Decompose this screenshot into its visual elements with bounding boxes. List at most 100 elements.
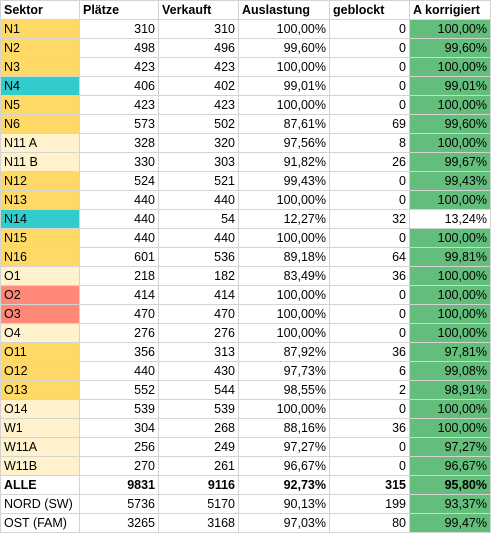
cell-a-korrigiert[interactable]: 100,00% bbox=[409, 190, 491, 210]
cell-sektor[interactable]: W11B bbox=[0, 456, 80, 476]
cell-plaetze[interactable]: 498 bbox=[79, 38, 159, 58]
cell-auslastung[interactable]: 100,00% bbox=[238, 399, 330, 419]
cell-verkauft[interactable]: 423 bbox=[158, 57, 239, 77]
cell-geblockt[interactable]: 36 bbox=[329, 342, 410, 362]
cell-geblockt[interactable]: 69 bbox=[329, 114, 410, 134]
cell-plaetze[interactable]: 270 bbox=[79, 456, 159, 476]
cell-auslastung[interactable]: 100,00% bbox=[238, 285, 330, 305]
cell-a-korrigiert[interactable]: 100,00% bbox=[409, 19, 491, 39]
cell-auslastung[interactable]: 100,00% bbox=[238, 190, 330, 210]
cell-verkauft[interactable]: 3168 bbox=[158, 513, 239, 533]
cell-geblockt[interactable]: 0 bbox=[329, 228, 410, 248]
cell-sektor[interactable]: W11A bbox=[0, 437, 80, 457]
cell-a-korrigiert[interactable]: 100,00% bbox=[409, 418, 491, 438]
cell-auslastung[interactable]: 100,00% bbox=[238, 57, 330, 77]
cell-verkauft[interactable]: 303 bbox=[158, 152, 239, 172]
cell-verkauft[interactable]: 423 bbox=[158, 95, 239, 115]
cell-plaetze[interactable]: 9831 bbox=[79, 475, 159, 495]
cell-sektor[interactable]: N13 bbox=[0, 190, 80, 210]
cell-geblockt[interactable]: 0 bbox=[329, 323, 410, 343]
cell-verkauft[interactable]: 320 bbox=[158, 133, 239, 153]
cell-auslastung[interactable]: 100,00% bbox=[238, 228, 330, 248]
cell-a-korrigiert[interactable]: 99,01% bbox=[409, 76, 491, 96]
cell-sektor[interactable]: N11 B bbox=[0, 152, 80, 172]
cell-auslastung[interactable]: 97,73% bbox=[238, 361, 330, 381]
cell-verkauft[interactable]: 310 bbox=[158, 19, 239, 39]
cell-verkauft[interactable]: 502 bbox=[158, 114, 239, 134]
cell-auslastung[interactable]: 99,43% bbox=[238, 171, 330, 191]
cell-plaetze[interactable]: 218 bbox=[79, 266, 159, 286]
cell-geblockt[interactable]: 80 bbox=[329, 513, 410, 533]
cell-auslastung[interactable]: 83,49% bbox=[238, 266, 330, 286]
cell-a-korrigiert[interactable]: 97,81% bbox=[409, 342, 491, 362]
cell-verkauft[interactable]: 313 bbox=[158, 342, 239, 362]
cell-auslastung[interactable]: 100,00% bbox=[238, 323, 330, 343]
cell-verkauft[interactable]: 440 bbox=[158, 228, 239, 248]
cell-plaetze[interactable]: 601 bbox=[79, 247, 159, 267]
cell-auslastung[interactable]: 96,67% bbox=[238, 456, 330, 476]
cell-sektor[interactable]: N2 bbox=[0, 38, 80, 58]
cell-sektor[interactable]: O2 bbox=[0, 285, 80, 305]
cell-plaetze[interactable]: 423 bbox=[79, 57, 159, 77]
cell-verkauft[interactable]: 536 bbox=[158, 247, 239, 267]
header-a-korrigiert[interactable]: A korrigiert bbox=[409, 0, 491, 20]
cell-verkauft[interactable]: 544 bbox=[158, 380, 239, 400]
cell-plaetze[interactable]: 310 bbox=[79, 19, 159, 39]
cell-verkauft[interactable]: 539 bbox=[158, 399, 239, 419]
cell-verkauft[interactable]: 5170 bbox=[158, 494, 239, 514]
header-plaetze[interactable]: Plätze bbox=[79, 0, 159, 20]
cell-sektor[interactable]: N3 bbox=[0, 57, 80, 77]
header-auslastung[interactable]: Auslastung bbox=[238, 0, 330, 20]
cell-geblockt[interactable]: 32 bbox=[329, 209, 410, 229]
cell-sektor[interactable]: O4 bbox=[0, 323, 80, 343]
cell-sektor[interactable]: N15 bbox=[0, 228, 80, 248]
cell-a-korrigiert[interactable]: 96,67% bbox=[409, 456, 491, 476]
cell-verkauft[interactable]: 54 bbox=[158, 209, 239, 229]
cell-sektor[interactable]: N6 bbox=[0, 114, 80, 134]
cell-a-korrigiert[interactable]: 99,81% bbox=[409, 247, 491, 267]
cell-geblockt[interactable]: 315 bbox=[329, 475, 410, 495]
cell-geblockt[interactable]: 36 bbox=[329, 266, 410, 286]
cell-a-korrigiert[interactable]: 98,91% bbox=[409, 380, 491, 400]
header-sektor[interactable]: Sektor bbox=[0, 0, 80, 20]
cell-a-korrigiert[interactable]: 100,00% bbox=[409, 57, 491, 77]
cell-auslastung[interactable]: 99,01% bbox=[238, 76, 330, 96]
cell-sektor[interactable]: N4 bbox=[0, 76, 80, 96]
cell-plaetze[interactable]: 304 bbox=[79, 418, 159, 438]
cell-geblockt[interactable]: 26 bbox=[329, 152, 410, 172]
cell-verkauft[interactable]: 402 bbox=[158, 76, 239, 96]
cell-a-korrigiert[interactable]: 100,00% bbox=[409, 399, 491, 419]
cell-sektor[interactable]: O13 bbox=[0, 380, 80, 400]
cell-geblockt[interactable]: 0 bbox=[329, 76, 410, 96]
cell-verkauft[interactable]: 496 bbox=[158, 38, 239, 58]
cell-a-korrigiert[interactable]: 13,24% bbox=[409, 209, 491, 229]
cell-plaetze[interactable]: 470 bbox=[79, 304, 159, 324]
cell-sektor[interactable]: N5 bbox=[0, 95, 80, 115]
cell-plaetze[interactable]: 5736 bbox=[79, 494, 159, 514]
cell-plaetze[interactable]: 330 bbox=[79, 152, 159, 172]
cell-auslastung[interactable]: 90,13% bbox=[238, 494, 330, 514]
cell-auslastung[interactable]: 97,03% bbox=[238, 513, 330, 533]
cell-a-korrigiert[interactable]: 99,08% bbox=[409, 361, 491, 381]
cell-geblockt[interactable]: 0 bbox=[329, 437, 410, 457]
cell-plaetze[interactable]: 552 bbox=[79, 380, 159, 400]
cell-verkauft[interactable]: 261 bbox=[158, 456, 239, 476]
cell-plaetze[interactable]: 440 bbox=[79, 190, 159, 210]
cell-geblockt[interactable]: 0 bbox=[329, 190, 410, 210]
cell-plaetze[interactable]: 328 bbox=[79, 133, 159, 153]
cell-auslastung[interactable]: 100,00% bbox=[238, 95, 330, 115]
header-geblockt[interactable]: geblockt bbox=[329, 0, 410, 20]
cell-verkauft[interactable]: 440 bbox=[158, 190, 239, 210]
cell-sektor[interactable]: NORD (SW) bbox=[0, 494, 80, 514]
cell-verkauft[interactable]: 430 bbox=[158, 361, 239, 381]
cell-auslastung[interactable]: 99,60% bbox=[238, 38, 330, 58]
cell-a-korrigiert[interactable]: 95,80% bbox=[409, 475, 491, 495]
cell-plaetze[interactable]: 406 bbox=[79, 76, 159, 96]
cell-a-korrigiert[interactable]: 100,00% bbox=[409, 95, 491, 115]
cell-plaetze[interactable]: 524 bbox=[79, 171, 159, 191]
cell-a-korrigiert[interactable]: 100,00% bbox=[409, 285, 491, 305]
cell-auslastung[interactable]: 88,16% bbox=[238, 418, 330, 438]
cell-a-korrigiert[interactable]: 99,47% bbox=[409, 513, 491, 533]
cell-plaetze[interactable]: 276 bbox=[79, 323, 159, 343]
cell-geblockt[interactable]: 0 bbox=[329, 19, 410, 39]
